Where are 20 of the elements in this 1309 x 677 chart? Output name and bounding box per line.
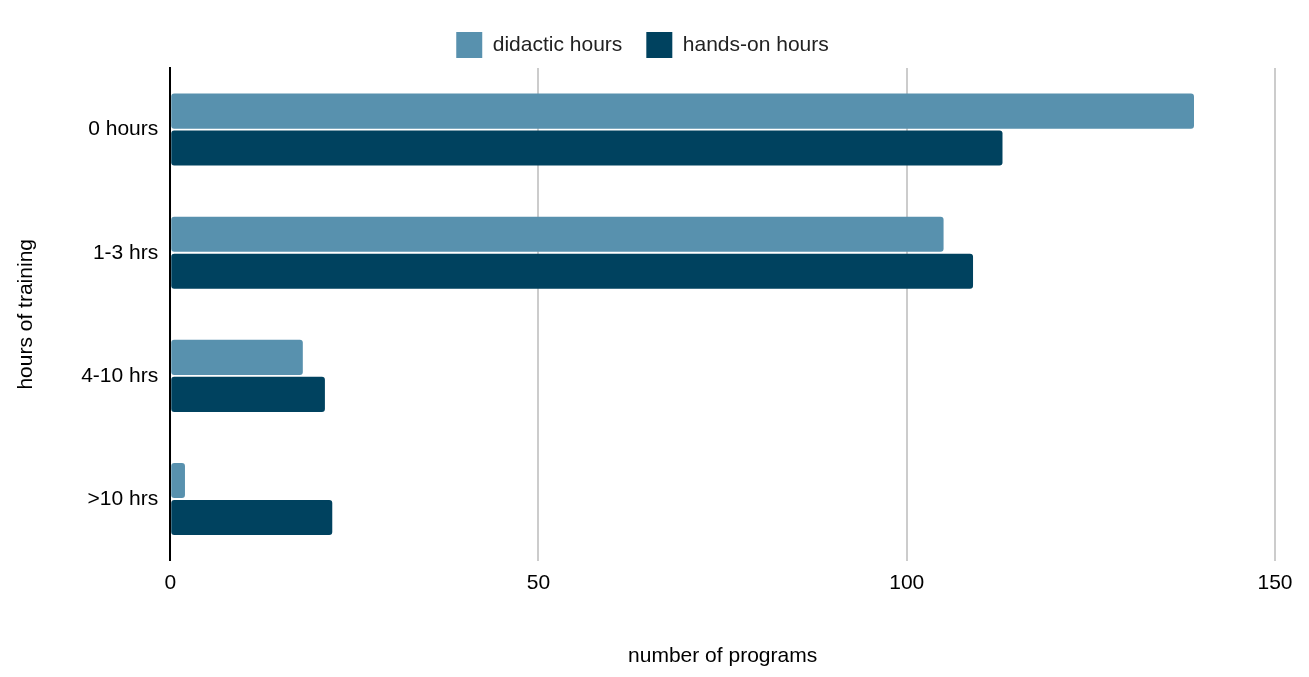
bar [171, 253, 974, 289]
bar [171, 499, 333, 536]
y-tick-label: 0 hours [88, 116, 159, 140]
y-tick-label: >10 hrs [87, 485, 159, 509]
legend-label: hands-on hours [682, 31, 829, 55]
x-tick-label: 50 [526, 570, 551, 593]
y-tick-label: 4-10 hrs [81, 362, 159, 386]
x-axis-title: number of programs [628, 643, 818, 667]
y-axis-title: hours of training [13, 239, 37, 390]
bar [171, 339, 303, 375]
legend-label: didactic hours [492, 31, 623, 55]
x-tick-label: 150 [1257, 570, 1293, 593]
bar [171, 93, 1194, 129]
bar [171, 130, 1003, 166]
x-tick-label: 0 [164, 570, 177, 593]
y-tick-label: 1-3 hrs [92, 239, 159, 263]
x-tick-label: 100 [889, 570, 925, 593]
bar [171, 376, 325, 412]
bar [171, 463, 185, 499]
bar [171, 216, 944, 252]
